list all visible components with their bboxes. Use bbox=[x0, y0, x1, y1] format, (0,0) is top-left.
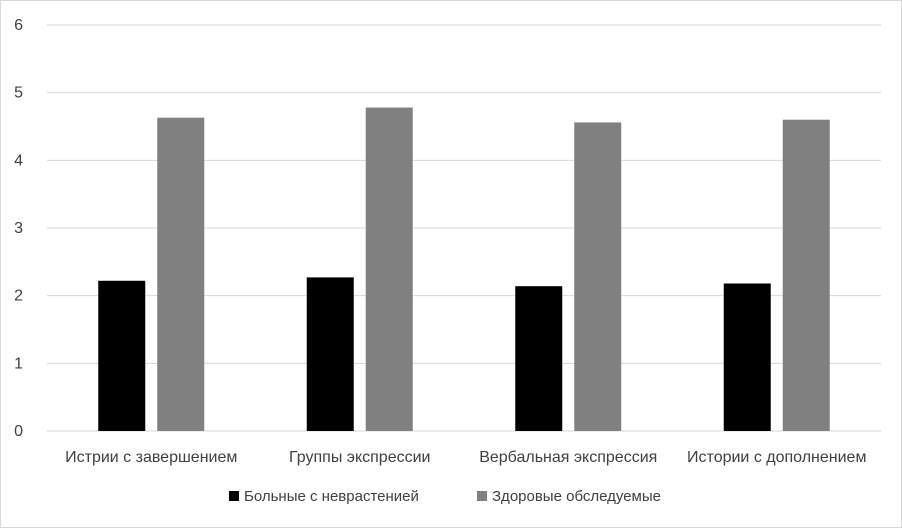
x-category-label: Группы экспрессии bbox=[289, 449, 430, 466]
y-tick-label: 1 bbox=[14, 355, 23, 372]
x-category-label: Истории с дополнением bbox=[687, 449, 866, 466]
bar-series-1-1 bbox=[98, 280, 146, 431]
y-tick-label: 2 bbox=[14, 288, 23, 305]
bar-series-2-4 bbox=[782, 119, 830, 431]
legend: Больные с неврастенией Здоровые обследуем… bbox=[229, 488, 661, 505]
bar-series-1-3 bbox=[515, 286, 563, 431]
bar-series-1-2 bbox=[306, 277, 354, 431]
legend-label-1: Больные с неврастенией bbox=[244, 488, 419, 505]
y-tick-label: 0 bbox=[14, 423, 23, 440]
bar-series-1-4 bbox=[723, 283, 771, 431]
x-axis-category-labels: Истрии с завершением Группы экспрессии Вер… bbox=[65, 449, 866, 466]
legend-swatch-1 bbox=[229, 491, 239, 501]
legend-swatch-2 bbox=[477, 491, 487, 501]
legend-label-2: Здоровые обследуемые bbox=[492, 488, 661, 505]
y-axis-tick-labels: 0 1 2 3 4 5 6 bbox=[14, 17, 23, 440]
bar-series-2-2 bbox=[365, 107, 413, 431]
bar-series-2-3 bbox=[574, 122, 622, 431]
y-tick-label: 6 bbox=[14, 17, 23, 34]
y-tick-label: 5 bbox=[14, 85, 23, 102]
y-tick-label: 4 bbox=[14, 152, 23, 169]
x-category-label: Истрии с завершением bbox=[65, 449, 237, 466]
bars bbox=[98, 107, 830, 431]
bar-series-2-1 bbox=[157, 117, 205, 431]
x-category-label: Вербальная экспрессия bbox=[479, 449, 657, 466]
y-tick-label: 3 bbox=[14, 220, 23, 237]
